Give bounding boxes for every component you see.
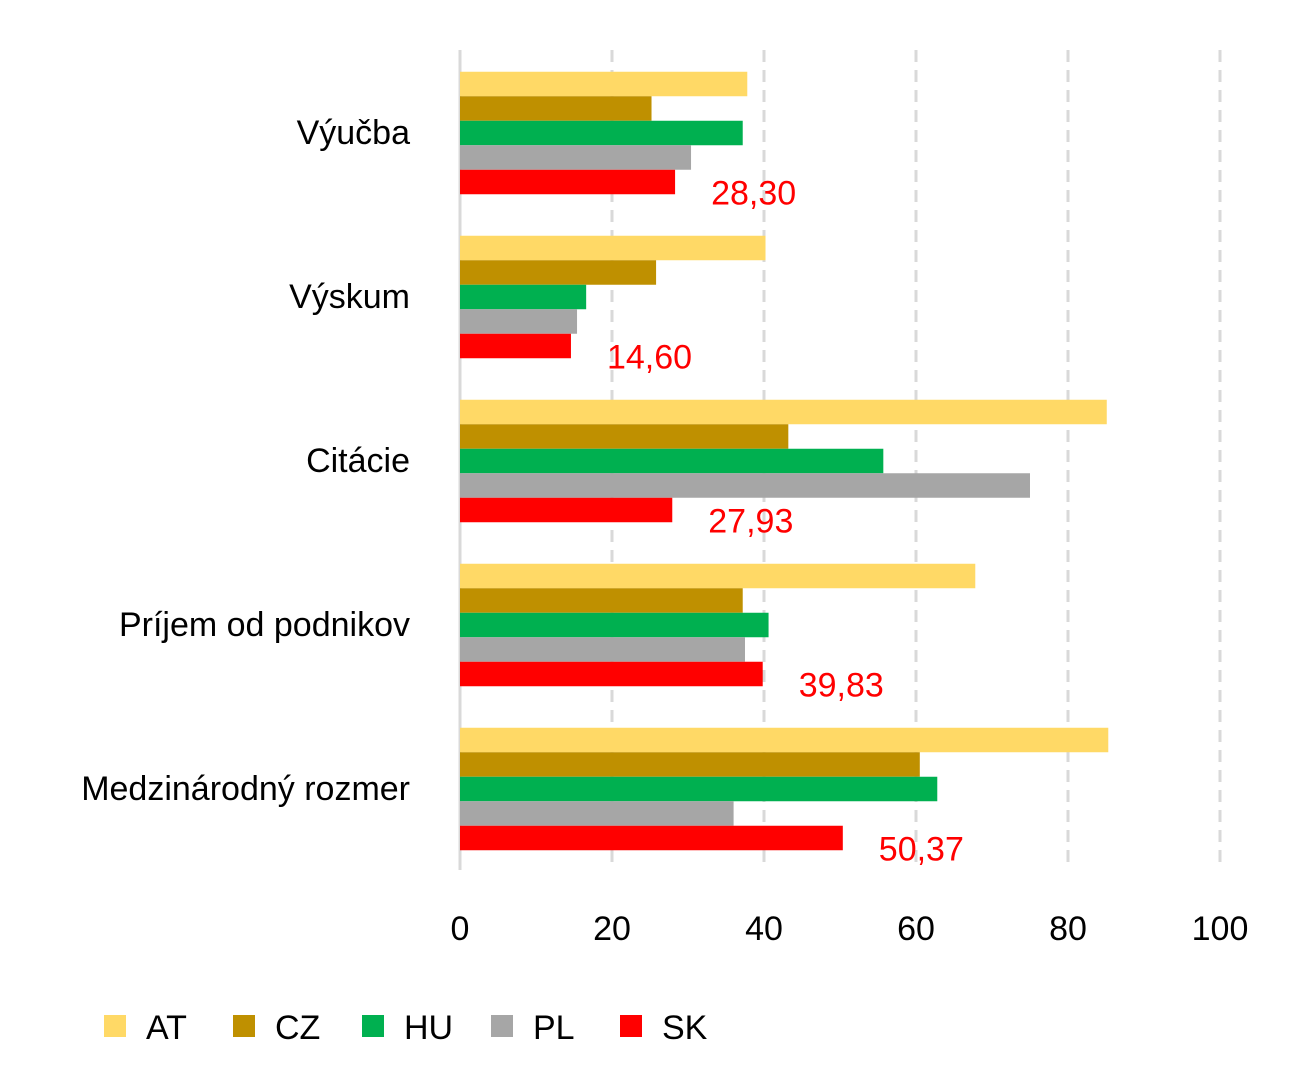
bar-sk (460, 825, 843, 851)
data-label: 28,30 (711, 174, 796, 212)
legend-swatch-cz (233, 1015, 255, 1037)
bar-cz (460, 424, 789, 449)
legend-label: PL (533, 1009, 575, 1047)
data-labels: 28,30 14,60 27,93 39,83 50,37 (607, 174, 964, 868)
bar-pl (460, 637, 745, 662)
legend-swatch-sk (620, 1015, 642, 1037)
bar-hu (460, 612, 769, 638)
legend-swatch-hu (362, 1015, 384, 1037)
bar-cz (460, 588, 743, 613)
category-label: Výskum (289, 278, 410, 316)
bar-pl (460, 309, 578, 334)
bar-pl (460, 801, 734, 826)
x-tick-label: 100 (1192, 910, 1249, 948)
legend-label: CZ (275, 1009, 320, 1047)
bar-at (460, 235, 766, 261)
category-label: Výučba (297, 114, 410, 152)
x-tick-label: 80 (1049, 910, 1087, 948)
legend-swatch-pl (491, 1015, 513, 1037)
data-label: 39,83 (799, 666, 884, 704)
bars (460, 71, 1109, 851)
bar-cz (460, 96, 652, 121)
bar-cz (460, 752, 920, 777)
x-tick-label: 60 (897, 910, 935, 948)
data-label: 14,60 (607, 338, 692, 376)
category-label: Medzinárodný rozmer (81, 770, 410, 808)
category-label: Príjem od podnikov (119, 606, 410, 644)
bar-sk (460, 169, 676, 195)
bar-sk (460, 497, 673, 523)
bar-cz (460, 260, 657, 285)
category-labels: Výučba Výskum Citácie Príjem od podnikov Med… (81, 114, 410, 808)
x-axis: 0 20 40 60 80 100 (451, 910, 1249, 948)
bar-sk (460, 333, 571, 359)
legend-label: SK (662, 1009, 708, 1047)
bar-hu (460, 776, 938, 802)
bar-hu (460, 120, 743, 146)
bar-at (460, 71, 748, 97)
legend-label: HU (404, 1009, 453, 1047)
bar-pl (460, 145, 692, 170)
category-label: Citácie (306, 442, 410, 480)
x-tick-label: 40 (745, 910, 783, 948)
bar-at (460, 399, 1107, 425)
bar-at (460, 727, 1109, 753)
data-label: 27,93 (708, 502, 793, 540)
legend-label: AT (146, 1009, 187, 1047)
x-tick-label: 20 (593, 910, 631, 948)
x-tick-label: 0 (451, 910, 470, 948)
bar-hu (460, 284, 587, 310)
legend-swatch-at (104, 1015, 126, 1037)
bar-at (460, 563, 976, 589)
bar-hu (460, 448, 884, 474)
data-label: 50,37 (879, 830, 964, 868)
bar-pl (460, 473, 1030, 498)
legend: AT CZ HU PL SK (104, 1009, 708, 1047)
bar-sk (460, 661, 763, 687)
